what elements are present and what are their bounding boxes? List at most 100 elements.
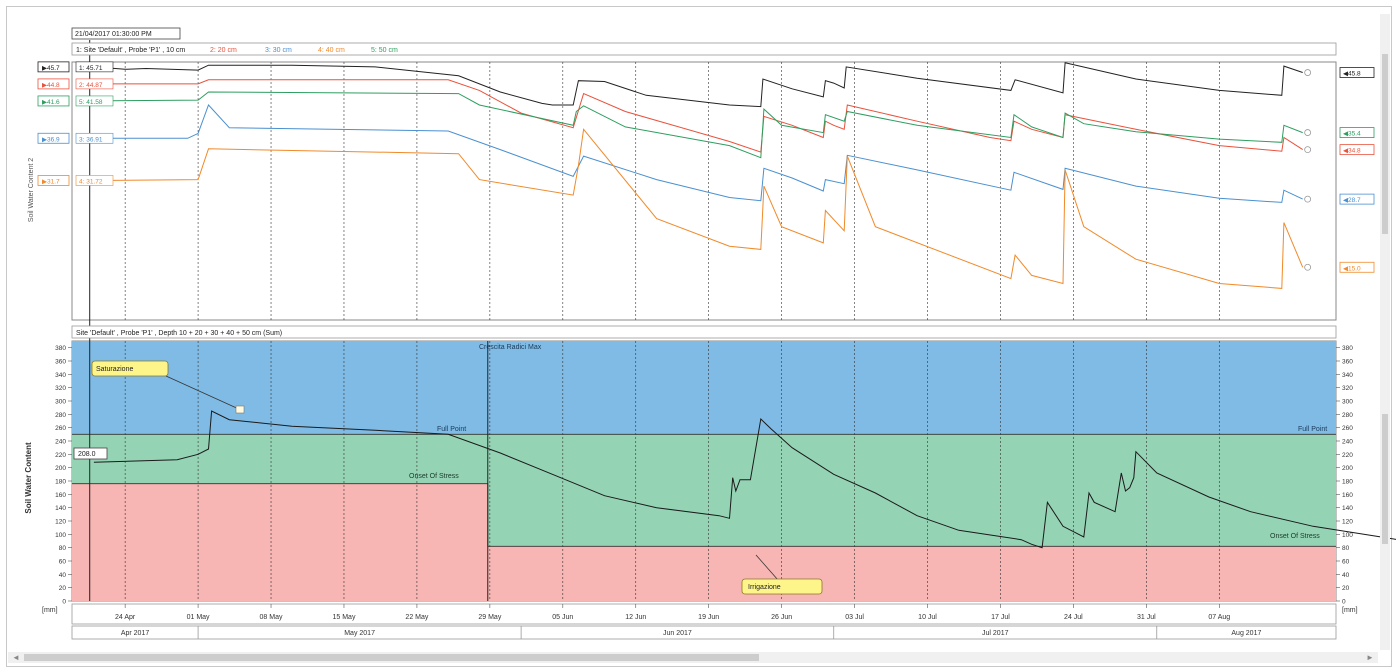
- ytick-left: 380: [55, 345, 66, 352]
- bottom-legend[interactable]: Site 'Default' , Probe 'P1' , Depth 10 +…: [76, 330, 282, 337]
- zone-stress-right: Onset Of Stress: [1270, 533, 1320, 540]
- left-marker-5[interactable]: ▶41.6: [37, 95, 70, 107]
- right-marker-3[interactable]: ◀28.7: [1339, 193, 1375, 205]
- ytick-left: 300: [55, 399, 66, 406]
- zone-root-label: Crescita Radici Max: [479, 344, 542, 351]
- left-marker-1[interactable]: ▶45.7: [37, 61, 70, 73]
- xtick-label: 05 Jun: [552, 614, 573, 621]
- right-marker-4[interactable]: ◀15.0: [1339, 261, 1375, 273]
- series-line-1[interactable]: [93, 62, 1303, 108]
- bottom-ylabel: Soil Water Content: [24, 442, 33, 514]
- scroll-left-icon[interactable]: ◄: [12, 653, 20, 662]
- callout-irrigation[interactable]: [741, 578, 823, 595]
- right-marker-text-2: ◀34.8: [1343, 148, 1361, 155]
- ytick-right: 160: [1342, 492, 1353, 499]
- vertical-scroll-thumb-bottom[interactable]: [1382, 414, 1388, 544]
- sum-series-line[interactable]: [93, 410, 1396, 556]
- start-label-3: 3: 36.91: [75, 132, 114, 144]
- right-marker-text-4: ◀15.0: [1343, 265, 1361, 272]
- ytick-left: 40: [59, 572, 67, 579]
- ytick-left: 200: [55, 465, 66, 472]
- right-marker-text-5: ◀35.4: [1343, 131, 1361, 138]
- series-end-point-5: [1304, 129, 1312, 136]
- month-label: Aug 2017: [1231, 630, 1261, 637]
- ytick-left: 80: [59, 545, 67, 552]
- horizontal-scrollbar[interactable]: ◄ ►: [8, 652, 1378, 663]
- top-ylabel: Soil Water Content 2: [28, 158, 35, 222]
- ytick-right: 260: [1342, 425, 1353, 432]
- zone-comfort: [72, 434, 1336, 547]
- callout-irrigation-label: Irrigazione: [748, 584, 781, 591]
- ytick-right: 40: [1342, 572, 1350, 579]
- unit-left: [mm]: [42, 607, 58, 614]
- vertical-scroll-thumb-top[interactable]: [1382, 54, 1388, 234]
- series-line-2[interactable]: [93, 79, 1303, 153]
- zone-full-point-left: Full Point: [437, 426, 466, 433]
- left-marker-2[interactable]: ▶44.8: [37, 78, 70, 90]
- ytick-right: 380: [1342, 345, 1353, 352]
- ytick-right: 220: [1342, 452, 1353, 459]
- zone-stress: [72, 483, 1336, 601]
- ytick-right: 80: [1342, 545, 1350, 552]
- xtick-label: 19 Jun: [698, 614, 719, 621]
- xtick-label: 31 Jul: [1137, 614, 1156, 621]
- xtick-label: 12 Jun: [625, 614, 646, 621]
- xtick-label: 26 Jun: [771, 614, 792, 621]
- ytick-right: 120: [1342, 519, 1353, 526]
- left-marker-text-2: ▶44.8: [42, 82, 60, 89]
- ytick-right: 200: [1342, 465, 1353, 472]
- ytick-right: 140: [1342, 505, 1353, 512]
- zone-root-max: [72, 341, 1336, 435]
- right-marker-1[interactable]: ◀45.8: [1339, 67, 1375, 78]
- left-marker-3[interactable]: ▶36.9: [37, 132, 70, 144]
- ytick-left: 180: [55, 479, 66, 486]
- ytick-left: 60: [59, 559, 67, 566]
- xtick-label: 29 May: [478, 614, 501, 621]
- cursor-time: 21/04/2017 01:30:00 PM: [75, 31, 152, 38]
- ytick-left: 260: [55, 425, 66, 432]
- start-label-text-4: 4: 31.72: [79, 178, 103, 185]
- ytick-left: 340: [55, 372, 66, 379]
- right-marker-2[interactable]: ◀34.8: [1339, 144, 1375, 156]
- legend-2[interactable]: 2: 20 cm: [210, 47, 237, 54]
- xtick-label: 03 Jul: [845, 614, 864, 621]
- unit-right: [mm]: [1342, 607, 1358, 614]
- start-label-text-2: 2: 44.87: [79, 82, 103, 89]
- zone-stress-left: Onset Of Stress: [409, 473, 459, 480]
- callout-saturation-label: Saturazione: [96, 366, 133, 373]
- ytick-left: 220: [55, 452, 66, 459]
- callout-saturation[interactable]: [91, 360, 169, 377]
- left-marker-4[interactable]: ▶31.7: [37, 175, 70, 186]
- legend-5[interactable]: 5: 50 cm: [371, 47, 398, 54]
- ytick-left: 320: [55, 385, 66, 392]
- scroll-right-icon[interactable]: ►: [1366, 653, 1374, 662]
- left-marker-text-4: ▶31.7: [42, 178, 60, 185]
- ytick-right: 320: [1342, 385, 1353, 392]
- horizontal-scroll-thumb[interactable]: [24, 654, 759, 661]
- start-label-text-5: 5: 41.58: [79, 99, 103, 106]
- xtick-label: 24 Jul: [1064, 614, 1083, 621]
- legend-3[interactable]: 3: 30 cm: [265, 47, 292, 54]
- ytick-left: 140: [55, 505, 66, 512]
- ytick-right: 280: [1342, 412, 1353, 419]
- series-line-4[interactable]: [93, 128, 1304, 289]
- xtick-label: 07 Aug: [1208, 614, 1230, 621]
- ytick-left: 360: [55, 359, 66, 366]
- series-end-point-3: [1304, 195, 1312, 203]
- start-label-4: 4: 31.72: [75, 175, 114, 186]
- month-label: May 2017: [344, 630, 375, 637]
- start-label-2: 2: 44.87: [75, 78, 114, 90]
- series-line-5[interactable]: [93, 91, 1303, 159]
- legend-1[interactable]: 1: Site 'Default' , Probe 'P1' , 10 cm: [76, 47, 185, 54]
- left-marker-text-3: ▶36.9: [42, 136, 60, 143]
- ytick-left: 120: [55, 519, 66, 526]
- right-marker-5[interactable]: ◀35.4: [1339, 127, 1375, 138]
- legend-4[interactable]: 4: 40 cm: [318, 47, 345, 54]
- month-label: Apr 2017: [121, 630, 150, 637]
- month-label: Jun 2017: [663, 630, 692, 637]
- xtick-label: 15 May: [332, 614, 355, 621]
- ytick-right: 0: [1342, 599, 1346, 606]
- series-line-3[interactable]: [93, 104, 1303, 203]
- vertical-scrollbar[interactable]: [1380, 14, 1390, 650]
